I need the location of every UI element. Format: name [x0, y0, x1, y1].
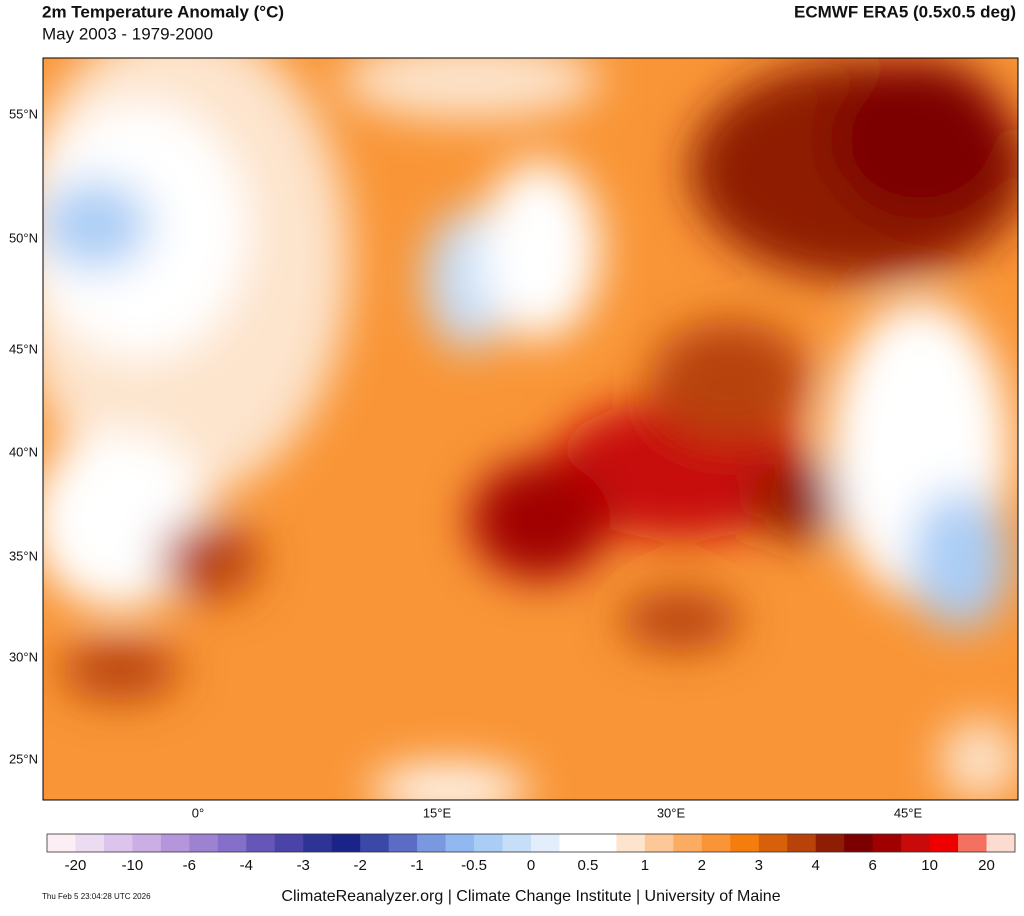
colorbar-label: 4	[812, 857, 820, 874]
lat-label: 50°N	[9, 230, 38, 245]
colorbar-swatch	[103, 834, 133, 852]
colorbar-swatch	[644, 834, 674, 852]
subtitle: May 2003 - 1979-2000	[42, 24, 213, 43]
anomaly-field	[43, 58, 1018, 800]
colorbar-swatch	[217, 834, 247, 852]
colorbar-swatch	[160, 834, 190, 852]
colorbar-label: -20	[65, 857, 87, 874]
colorbar-swatch	[758, 834, 788, 852]
colorbar-swatch	[331, 834, 361, 852]
colorbar-swatch	[47, 834, 76, 852]
colorbar-swatch	[587, 834, 617, 852]
colorbar-swatch	[701, 834, 731, 852]
colorbar-label: -6	[183, 857, 196, 874]
colorbar: -20 -10 -6 -4 -3 -2 -1 -0.5 0 0.5 1 2 3 4 6 10 20	[46, 833, 1016, 874]
colorbar-label: -10	[122, 857, 144, 874]
colorbar-swatch	[958, 834, 988, 852]
colorbar-swatch	[189, 834, 219, 852]
lon-label: 15°E	[423, 805, 452, 820]
colorbar-swatch	[132, 834, 162, 852]
lat-label: 30°N	[9, 649, 38, 664]
colorbar-label: -3	[297, 857, 310, 874]
colorbar-swatch	[360, 834, 390, 852]
colorbar-label: 1	[641, 857, 649, 874]
colorbar-label: -2	[354, 857, 367, 874]
colorbar-swatch	[474, 834, 504, 852]
title: 2m Temperature Anomaly (°C)	[42, 2, 284, 21]
colorbar-swatch	[986, 834, 1016, 852]
colorbar-swatch	[901, 834, 931, 852]
colorbar-swatch	[929, 834, 959, 852]
colorbar-swatch	[872, 834, 902, 852]
timestamp: Thu Feb 5 23:04:28 UTC 2026	[42, 892, 151, 901]
colorbar-swatch	[559, 834, 589, 852]
colorbar-swatch	[616, 834, 646, 852]
colorbar-label: -4	[240, 857, 253, 874]
lat-label: 25°N	[9, 751, 38, 766]
source: ECMWF ERA5 (0.5x0.5 deg)	[794, 2, 1016, 21]
colorbar-label: 3	[755, 857, 763, 874]
colorbar-swatch	[815, 834, 845, 852]
lon-label: 45°E	[894, 805, 923, 820]
credit: ClimateReanalyzer.org | Climate Change I…	[281, 888, 780, 905]
colorbar-swatch	[388, 834, 418, 852]
colorbar-swatch	[417, 834, 447, 852]
lat-label: 55°N	[9, 106, 38, 121]
colorbar-swatch	[531, 834, 560, 852]
lat-label: 40°N	[9, 444, 38, 459]
colorbar-swatch	[673, 834, 703, 852]
axis-labels: 55°N 50°N 45°N 40°N 35°N 30°N 25°N 0° 15°E 30°E 45…	[9, 106, 923, 820]
lon-label: 30°E	[657, 805, 686, 820]
colorbar-label: 0.5	[578, 857, 599, 874]
colorbar-label: -1	[410, 857, 423, 874]
colorbar-label: 6	[868, 857, 876, 874]
lat-label: 35°N	[9, 548, 38, 563]
colorbar-swatch	[730, 834, 760, 852]
colorbar-swatch	[274, 834, 304, 852]
colorbar-frame	[46, 833, 1016, 853]
lon-label: 0°	[192, 805, 204, 820]
colorbar-swatch	[502, 834, 532, 852]
colorbar-label: 20	[978, 857, 995, 874]
map-frame	[42, 57, 1019, 801]
colorbar-label: 10	[921, 857, 938, 874]
lat-label: 45°N	[9, 341, 38, 356]
colorbar-swatch	[445, 834, 475, 852]
colorbar-swatch	[787, 834, 817, 852]
colorbar-swatch	[844, 834, 874, 852]
colorbar-label: 2	[698, 857, 706, 874]
colorbar-label: 0	[527, 857, 535, 874]
colorbar-label: -0.5	[461, 857, 487, 874]
colorbar-swatch	[75, 834, 105, 852]
colorbar-swatch	[303, 834, 333, 852]
colorbar-swatch	[246, 834, 276, 852]
